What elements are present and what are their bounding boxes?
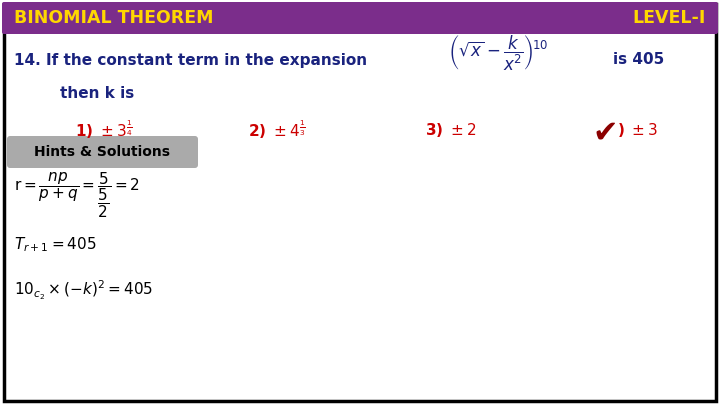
Text: then k is: then k is [60,85,134,100]
Text: Hints & Solutions: Hints & Solutions [34,145,170,159]
Text: $\mathbf{1)}\ \pm3^{\frac{1}{4}}$: $\mathbf{1)}\ \pm3^{\frac{1}{4}}$ [75,119,133,141]
Text: $\left(\sqrt{x}-\dfrac{k}{x^{2}}\right)^{\!10}$: $\left(\sqrt{x}-\dfrac{k}{x^{2}}\right)^… [448,33,549,72]
Text: $\mathbf{2)}\ \pm4^{\frac{1}{3}}$: $\mathbf{2)}\ \pm4^{\frac{1}{3}}$ [248,119,306,141]
Text: 14. If the constant term in the expansion: 14. If the constant term in the expansio… [14,53,367,68]
Text: $\mathbf{3)}\ \pm2$: $\mathbf{3)}\ \pm2$ [425,121,477,139]
Text: $T_{r+1} = 405$: $T_{r+1} = 405$ [14,236,96,254]
Text: $\mathbf{)}\ \pm3$: $\mathbf{)}\ \pm3$ [617,121,658,139]
Text: is 405: is 405 [613,53,665,68]
Text: ✔: ✔ [592,119,618,147]
FancyBboxPatch shape [7,136,198,168]
Text: BINOMIAL THEOREM: BINOMIAL THEOREM [14,9,214,27]
Text: LEVEL-I: LEVEL-I [633,9,706,27]
Text: $\mathrm{r} = \dfrac{np}{p+q}=\dfrac{5}{\dfrac{5}{2}} = 2$: $\mathrm{r} = \dfrac{np}{p+q}=\dfrac{5}{… [14,170,140,220]
FancyBboxPatch shape [4,4,716,401]
Text: $10_{c_2} \times (-k)^{2} = 405$: $10_{c_2} \times (-k)^{2} = 405$ [14,278,153,302]
FancyBboxPatch shape [2,2,718,34]
